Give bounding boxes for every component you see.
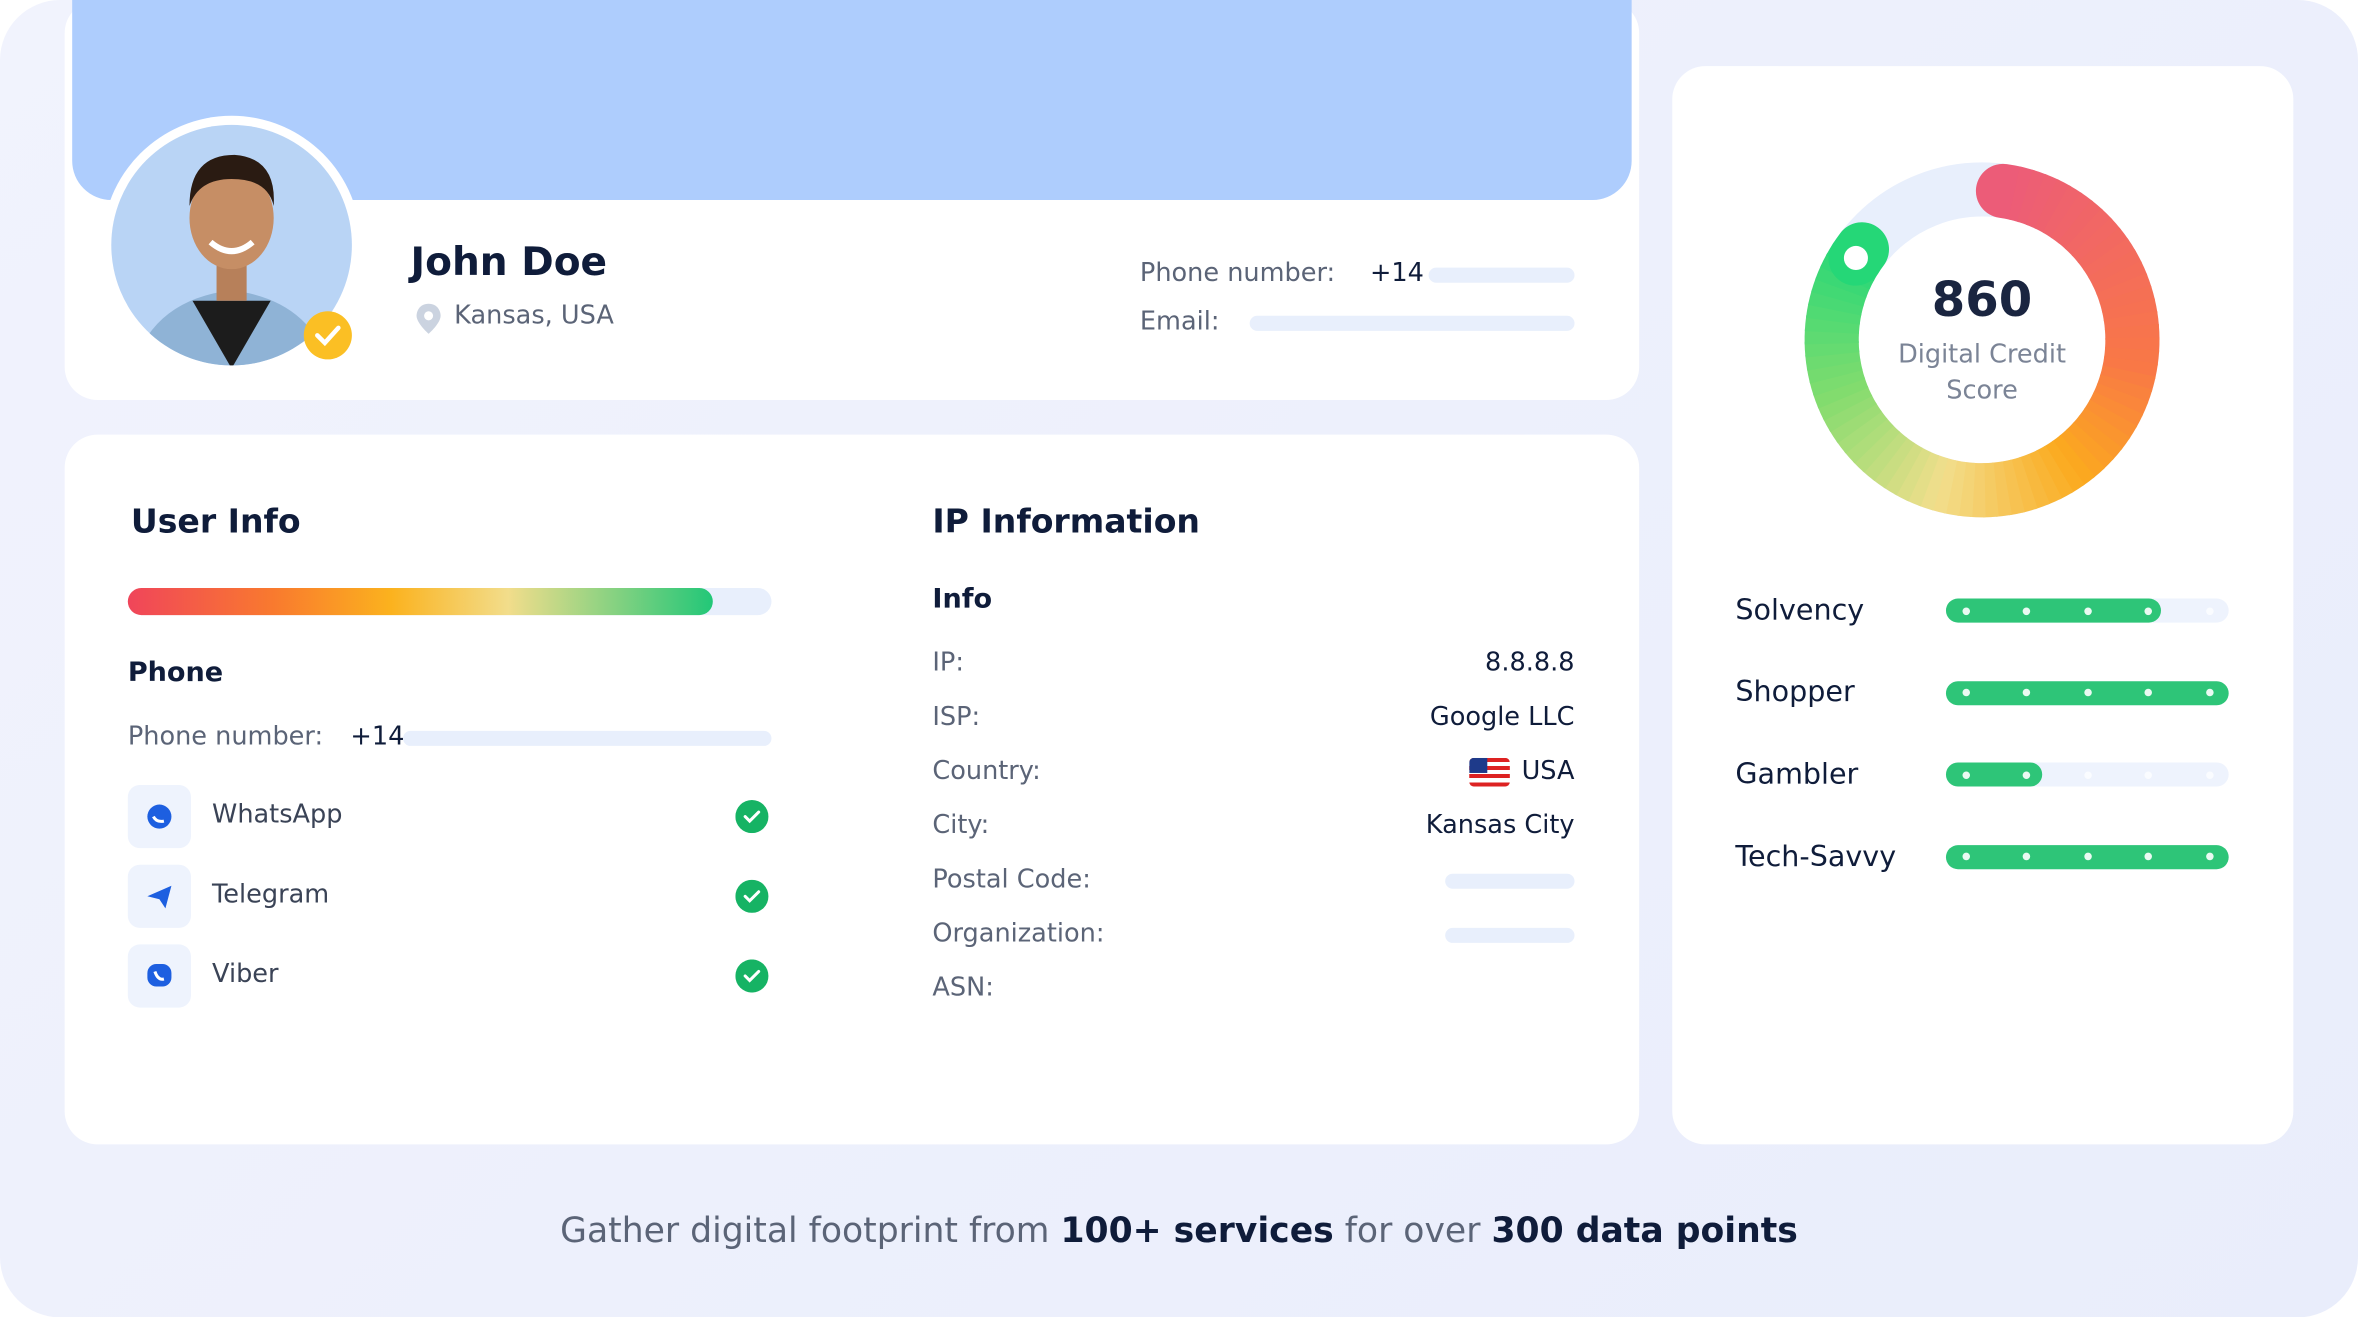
app-glyph: [143, 880, 176, 913]
trait-name: Shopper: [1735, 670, 1854, 716]
ip-label: City:: [932, 807, 989, 848]
placeholder-bar: [1445, 874, 1574, 889]
trait-name: Tech-Savvy: [1735, 834, 1896, 880]
check-icon: [735, 959, 768, 992]
trait-dot: [2084, 689, 2092, 697]
trait-dot: [2084, 607, 2092, 615]
trait-name: Solvency: [1735, 588, 1864, 634]
trait-dot: [2145, 771, 2153, 779]
ip-value: USA: [1522, 753, 1575, 794]
verified-check: [735, 800, 768, 833]
app-name: Viber: [212, 956, 278, 997]
ip-label: ASN:: [932, 969, 993, 1010]
app-glyph: [143, 959, 176, 992]
footer-text: for over: [1345, 1212, 1481, 1251]
footer-highlight: 100+ services: [1060, 1212, 1333, 1251]
flag-canton: [1469, 758, 1487, 773]
ip-value: Google LLC: [1430, 698, 1575, 739]
trait-name: Gambler: [1735, 752, 1858, 798]
placeholder-bar: [1250, 316, 1575, 331]
app-icon: [128, 944, 191, 1007]
placeholder-bar: [1445, 928, 1574, 943]
trait-dot: [2023, 771, 2031, 779]
trait-dot: [2084, 771, 2092, 779]
ip-label: Postal Code:: [932, 861, 1090, 902]
profile-location: Kansas, USA: [454, 297, 614, 338]
footer-highlight: 300 data points: [1491, 1212, 1797, 1251]
verified-check: [735, 880, 768, 913]
completeness-bar: [128, 588, 714, 615]
trait-dot: [2206, 607, 2214, 615]
check-icon: [735, 880, 768, 913]
trait-dot: [1962, 689, 1970, 697]
avatar: [99, 113, 370, 384]
credit-label: Digital Credit Score: [1884, 337, 2079, 409]
ip-label: ISP:: [932, 698, 980, 739]
trait-dot: [1962, 607, 1970, 615]
placeholder-bar: [403, 731, 771, 746]
phone-value: +14: [350, 718, 404, 759]
phone-label: Phone number:: [128, 718, 323, 759]
app-icon: [128, 865, 191, 928]
details-card: [65, 435, 1640, 1145]
credit-score: 860: [1832, 262, 2133, 339]
ip-value: Kansas City: [1426, 807, 1575, 848]
trait-dot: [2084, 853, 2092, 861]
app-icon: [128, 785, 191, 848]
trait-dot: [2206, 771, 2214, 779]
flag-icon: [1469, 758, 1510, 787]
subsection-title: Phone: [128, 652, 223, 695]
ip-label: Organization:: [932, 915, 1104, 956]
check-icon: [735, 800, 768, 833]
ip-value: 8.8.8.8: [1485, 644, 1574, 685]
trait-dot: [1962, 771, 1970, 779]
subsection-title: Info: [932, 578, 992, 621]
email-label: Email:: [1140, 303, 1220, 344]
section-title: IP Information: [932, 497, 1200, 550]
phone-label: Phone number:: [1140, 255, 1335, 296]
ip-label: Country:: [932, 753, 1040, 794]
trait-bar: [1946, 599, 2161, 623]
verified-check: [735, 959, 768, 992]
ip-label: IP:: [932, 644, 964, 685]
profile-name: John Doe: [411, 233, 608, 296]
footer-text: Gather digital footprint from: [560, 1212, 1049, 1251]
location-pin: [415, 302, 442, 335]
placeholder-bar: [1429, 268, 1575, 283]
trait-dot: [2206, 689, 2214, 697]
app-glyph: [143, 800, 176, 833]
phone-value: +14: [1370, 255, 1424, 296]
section-title: User Info: [131, 497, 301, 550]
app-name: WhatsApp: [212, 796, 342, 837]
footer: Gather digital footprint from 100+ servi…: [0, 1206, 2358, 1257]
trait-dot: [2023, 607, 2031, 615]
app-name: Telegram: [212, 876, 329, 917]
